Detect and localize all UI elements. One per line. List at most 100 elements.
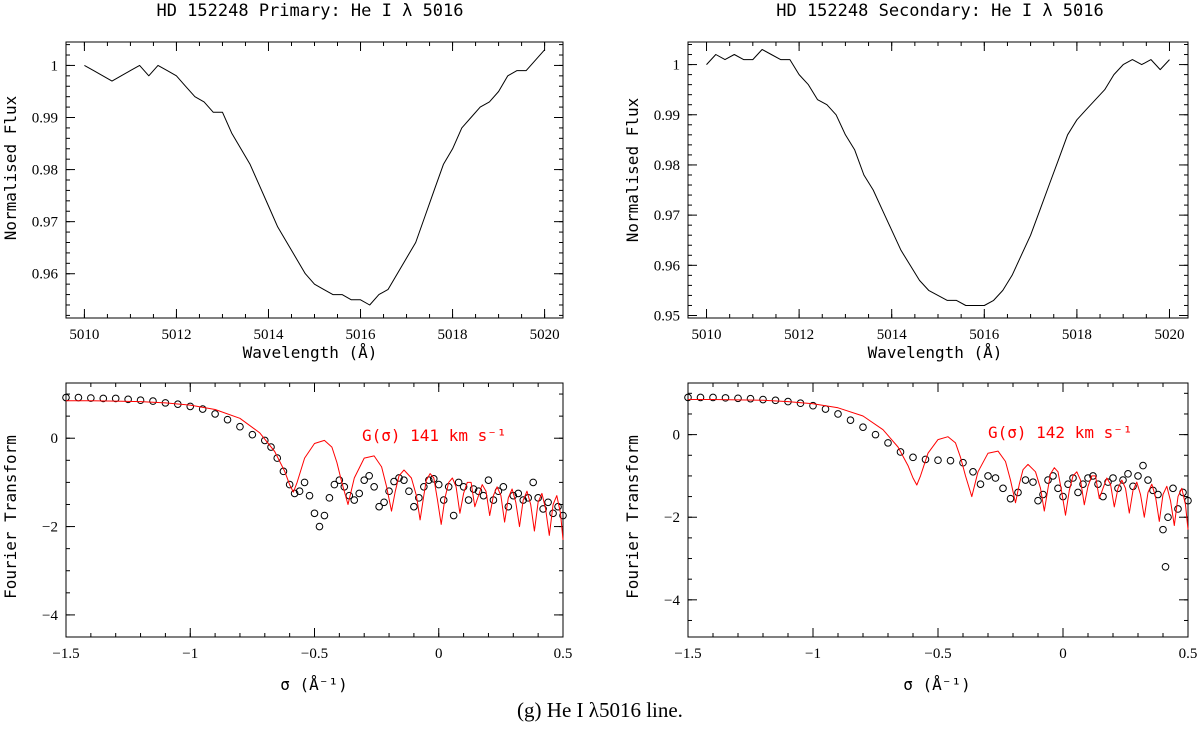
observed-point: [1161, 562, 1170, 571]
observed-point: [335, 476, 344, 484]
primary-fourier-ylabel: Fourier Transform: [1, 435, 20, 599]
observed-point: [1044, 476, 1052, 484]
spectrum-line: [706, 49, 1170, 306]
observed-point: [223, 415, 232, 424]
observed-point: [976, 480, 985, 488]
observed-point: [484, 476, 493, 484]
x-tick-label: 5020: [530, 327, 560, 343]
spectrum-line: [84, 49, 545, 306]
observed-point: [74, 393, 83, 402]
x-tick-label: 0: [435, 646, 443, 662]
observed-point: [1069, 474, 1077, 482]
observed-point: [684, 393, 692, 402]
y-tick-label: 0.96: [654, 258, 681, 274]
plot-frame: [687, 41, 1189, 319]
observed-point: [871, 430, 880, 439]
y-tick-label: 0: [51, 431, 59, 447]
y-tick-label: 0.96: [32, 267, 59, 283]
observed-point: [330, 480, 339, 489]
x-tick-label: 0.5: [1179, 646, 1198, 662]
observed-point: [149, 397, 157, 405]
observed-point: [385, 487, 393, 496]
y-tick-label: 0: [673, 428, 681, 444]
observed-point: [1104, 478, 1112, 486]
observed-point: [554, 502, 562, 511]
y-tick-label: −2: [664, 510, 680, 526]
x-tick-label: 5018: [1062, 327, 1092, 343]
observed-point: [420, 483, 428, 491]
observed-point: [549, 509, 557, 518]
primary-fourier-annotation: G(σ) 141 km s⁻¹: [362, 426, 507, 445]
observed-point: [1089, 472, 1097, 480]
observed-point: [559, 511, 567, 520]
secondary-spectrum-title: HD 152248 Secondary: He I λ 5016: [776, 1, 1104, 21]
secondary-fourier-plot: −1.5 −1 −0.5 0 0.5 −4 −2 0: [664, 382, 1198, 662]
secondary-fourier-panel: −1.5 −1 −0.5 0 0.5 −4 −2 0 σ (Å⁻¹) Fourier Tran…: [623, 382, 1198, 694]
observed-point: [99, 394, 108, 403]
observed-point: [1109, 474, 1117, 482]
observed-point: [1139, 461, 1147, 470]
observed-point: [1029, 478, 1037, 486]
observed-point: [1079, 480, 1087, 488]
y-tick-label: 1: [51, 58, 59, 74]
y-tick-label: 0.99: [654, 108, 680, 124]
observed-point: [459, 483, 468, 491]
secondary-spectrum-panel: HD 152248 Secondary: He I λ 5016 5010 501…: [623, 1, 1189, 362]
observed-point: [300, 478, 309, 487]
observed-point: [514, 489, 523, 498]
observed-point: [809, 401, 817, 410]
y-tick-label: −4: [42, 608, 58, 624]
observed-point: [746, 394, 755, 403]
observed-point: [267, 443, 275, 451]
y-tick-label: 0.97: [32, 215, 59, 231]
observed-point: [295, 487, 304, 496]
observed-point: [759, 395, 767, 404]
x-tick-label: −0.5: [301, 646, 328, 662]
observed-point: [415, 494, 423, 502]
observed-point: [821, 405, 830, 413]
observed-point: [529, 478, 537, 487]
observed-point: [1039, 490, 1047, 499]
observed-point: [395, 474, 403, 482]
observed-point: [136, 396, 145, 405]
y-tick-label: 0.99: [32, 111, 58, 127]
y-tick-label: 0.98: [32, 163, 58, 179]
x-tick-label: −0.5: [924, 646, 951, 662]
observed-point: [499, 483, 508, 491]
x-tick-label: −1.5: [52, 646, 79, 662]
primary-fourier-plot: −1.5 −1 −0.5 0 0.5 −4 −2 0: [42, 382, 573, 662]
x-tick-label: 0.5: [554, 646, 573, 662]
observed-point: [834, 410, 842, 418]
secondary-spectrum-xlabel: Wavelength (Å): [868, 343, 1003, 362]
y-tick-label: −4: [664, 593, 680, 609]
x-tick-label: 0: [1059, 646, 1067, 662]
primary-spectrum-xlabel: Wavelength (Å): [243, 343, 378, 362]
observed-point: [454, 478, 463, 487]
observed-point: [236, 422, 244, 431]
observed-point: [434, 480, 443, 489]
observed-point: [186, 402, 195, 411]
observed-point: [315, 522, 324, 531]
primary-spectrum-panel: HD 152248 Primary: He I λ 5016 5010 5012 5…: [1, 1, 564, 362]
observed-point: [884, 439, 892, 447]
observed-point: [504, 502, 513, 511]
x-tick-label: 5016: [346, 327, 377, 343]
observed-point: [350, 496, 359, 504]
observed-point: [934, 456, 942, 465]
x-tick-label: −1: [805, 646, 821, 662]
observed-point: [709, 393, 717, 402]
x-tick-label: 5020: [1154, 327, 1184, 343]
x-tick-label: −1: [182, 646, 198, 662]
x-tick-label: 5018: [438, 327, 468, 343]
observed-point: [405, 487, 413, 496]
x-tick-label: −1.5: [674, 646, 701, 662]
observed-point: [425, 476, 433, 484]
plot-frame: [687, 382, 1189, 638]
observed-point: [273, 454, 282, 462]
observed-point: [969, 467, 977, 476]
primary-fourier-xlabel: σ (Å⁻¹): [280, 675, 347, 694]
observed-point: [469, 485, 478, 493]
observed-point: [464, 496, 473, 504]
observed-point: [1094, 480, 1102, 488]
